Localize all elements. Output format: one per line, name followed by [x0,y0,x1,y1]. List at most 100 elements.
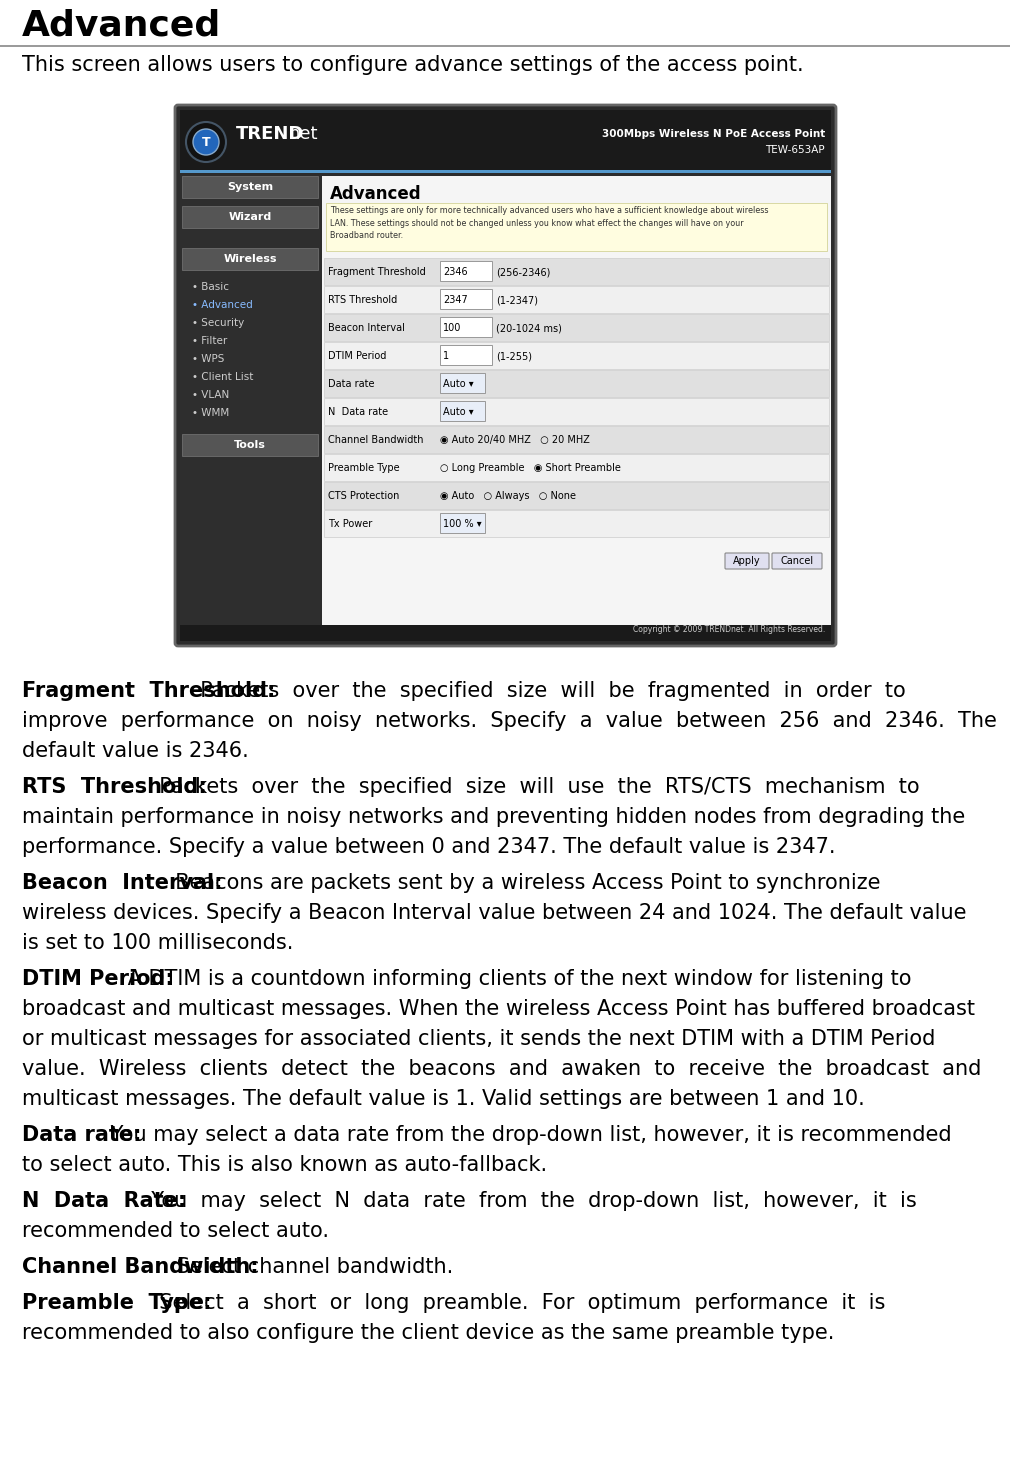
Text: or multicast messages for associated clients, it sends the next DTIM with a DTIM: or multicast messages for associated cli… [22,1029,935,1049]
Text: value.  Wireless  clients  detect  the  beacons  and  awaken  to  receive  the  : value. Wireless clients detect the beaco… [22,1058,982,1079]
Text: A DTIM is a countdown informing clients of the next window for listening to: A DTIM is a countdown informing clients … [121,968,911,989]
Bar [324,454,829,481]
Bar [182,175,318,198]
Text: Wizard: Wizard [228,212,272,223]
Bar [322,175,831,641]
Text: RTS Threshold: RTS Threshold [328,295,397,305]
Bar [440,261,492,282]
Text: Copyright © 2009 TRENDnet. All Rights Reserved.: Copyright © 2009 TRENDnet. All Rights Re… [632,625,825,634]
Text: (20-1024 ms): (20-1024 ms) [496,323,562,333]
Text: Fragment  Threshold:: Fragment Threshold: [22,681,276,702]
Text: • WMM: • WMM [192,408,229,419]
Text: Tx Power: Tx Power [328,519,373,529]
Text: Advanced: Advanced [330,186,421,203]
Bar [180,111,831,170]
Text: default value is 2346.: default value is 2346. [22,741,248,761]
Bar [324,510,829,537]
Circle shape [193,130,219,155]
Text: N  Data  Rate:: N Data Rate: [22,1191,186,1212]
Text: These settings are only for more technically advanced users who have a sufficien: These settings are only for more technic… [330,206,769,240]
Text: Auto ▾: Auto ▾ [443,407,474,417]
Text: Channel Bandwidth:: Channel Bandwidth: [22,1257,259,1276]
Text: You may select a data rate from the drop-down list, however, it is recommended: You may select a data rate from the drop… [104,1125,952,1145]
Bar [182,248,318,270]
Bar [180,625,831,641]
Text: You  may  select  N  data  rate  from  the  drop-down  list,  however,  it  is: You may select N data rate from the drop… [137,1191,916,1212]
Text: Data rate:: Data rate: [22,1125,141,1145]
Bar [326,203,827,251]
Text: • Basic: • Basic [192,282,229,292]
Bar [440,317,492,338]
Bar [324,370,829,397]
Text: to select auto. This is also known as auto-fallback.: to select auto. This is also known as au… [22,1156,547,1175]
Text: • Filter: • Filter [192,336,227,346]
Text: Data rate: Data rate [328,379,375,389]
Text: Preamble Type: Preamble Type [328,463,400,473]
Text: Beacon Interval: Beacon Interval [328,323,405,333]
Text: System: System [227,181,273,192]
Text: Wireless: Wireless [223,254,277,264]
Text: RTS  Threshold:: RTS Threshold: [22,777,207,797]
FancyBboxPatch shape [772,553,822,569]
FancyBboxPatch shape [725,553,769,569]
Circle shape [186,122,226,162]
Text: is set to 100 milliseconds.: is set to 100 milliseconds. [22,933,293,954]
Text: Select channel bandwidth.: Select channel bandwidth. [171,1257,453,1276]
FancyBboxPatch shape [175,105,836,646]
Text: • VLAN: • VLAN [192,391,229,399]
Text: Channel Bandwidth: Channel Bandwidth [328,435,423,445]
Text: Apply: Apply [733,556,761,566]
Text: N  Data rate: N Data rate [328,407,388,417]
Text: 300Mbps Wireless N PoE Access Point: 300Mbps Wireless N PoE Access Point [602,130,825,139]
Text: • WPS: • WPS [192,354,224,364]
Text: maintain performance in noisy networks and preventing hidden nodes from degradin: maintain performance in noisy networks a… [22,806,966,827]
Bar [324,286,829,312]
Text: ◉ Auto   ○ Always   ○ None: ◉ Auto ○ Always ○ None [440,491,576,501]
Text: net: net [288,125,317,143]
Text: Beacon  Interval:: Beacon Interval: [22,873,222,893]
Text: Preamble  Type:: Preamble Type: [22,1293,211,1313]
Text: Cancel: Cancel [781,556,814,566]
Text: 100 % ▾: 100 % ▾ [443,519,482,529]
Text: (1-2347): (1-2347) [496,295,538,305]
Text: recommended to also configure the client device as the same preamble type.: recommended to also configure the client… [22,1324,834,1343]
Text: multicast messages. The default value is 1. Valid settings are between 1 and 10.: multicast messages. The default value is… [22,1089,865,1108]
Text: ○ Long Preamble   ◉ Short Preamble: ○ Long Preamble ◉ Short Preamble [440,463,621,473]
Text: This screen allows users to configure advance settings of the access point.: This screen allows users to configure ad… [22,55,804,75]
Bar [440,345,492,366]
Bar [180,175,320,641]
Bar [440,373,485,394]
Bar [324,426,829,453]
Text: wireless devices. Specify a Beacon Interval value between 24 and 1024. The defau: wireless devices. Specify a Beacon Inter… [22,904,967,923]
Text: (1-255): (1-255) [496,351,532,361]
Text: • Client List: • Client List [192,371,254,382]
Bar [440,401,485,422]
Text: TEW-653AP: TEW-653AP [766,144,825,155]
Bar [180,170,831,172]
Text: Packets  over  the  specified  size  will  use  the  RTS/CTS  mechanism  to: Packets over the specified size will use… [145,777,919,797]
Bar [324,482,829,509]
Text: Beacons are packets sent by a wireless Access Point to synchronize: Beacons are packets sent by a wireless A… [163,873,881,893]
Bar [182,433,318,455]
Text: Fragment Threshold: Fragment Threshold [328,267,426,277]
Text: Auto ▾: Auto ▾ [443,379,474,389]
Text: Select  a  short  or  long  preamble.  For  optimum  performance  it  is: Select a short or long preamble. For opt… [145,1293,885,1313]
Text: 2346: 2346 [443,267,468,277]
Bar [324,314,829,340]
Text: DTIM Period:: DTIM Period: [22,968,174,989]
Text: broadcast and multicast messages. When the wireless Access Point has buffered br: broadcast and multicast messages. When t… [22,999,975,1019]
Text: T: T [202,136,210,149]
Bar [440,289,492,310]
Text: Tools: Tools [234,441,266,450]
Text: Packets  over  the  specified  size  will  be  fragmented  in  order  to: Packets over the specified size will be … [187,681,906,702]
Bar [182,206,318,228]
Text: ◉ Auto 20/40 MHZ   ○ 20 MHZ: ◉ Auto 20/40 MHZ ○ 20 MHZ [440,435,590,445]
Text: improve  performance  on  noisy  networks.  Specify  a  value  between  256  and: improve performance on noisy networks. S… [22,710,997,731]
Bar [440,513,485,534]
Text: CTS Protection: CTS Protection [328,491,399,501]
Text: 2347: 2347 [443,295,468,305]
Text: performance. Specify a value between 0 and 2347. The default value is 2347.: performance. Specify a value between 0 a… [22,837,835,856]
Text: Advanced: Advanced [22,7,221,41]
Bar [324,342,829,368]
Bar [324,398,829,425]
